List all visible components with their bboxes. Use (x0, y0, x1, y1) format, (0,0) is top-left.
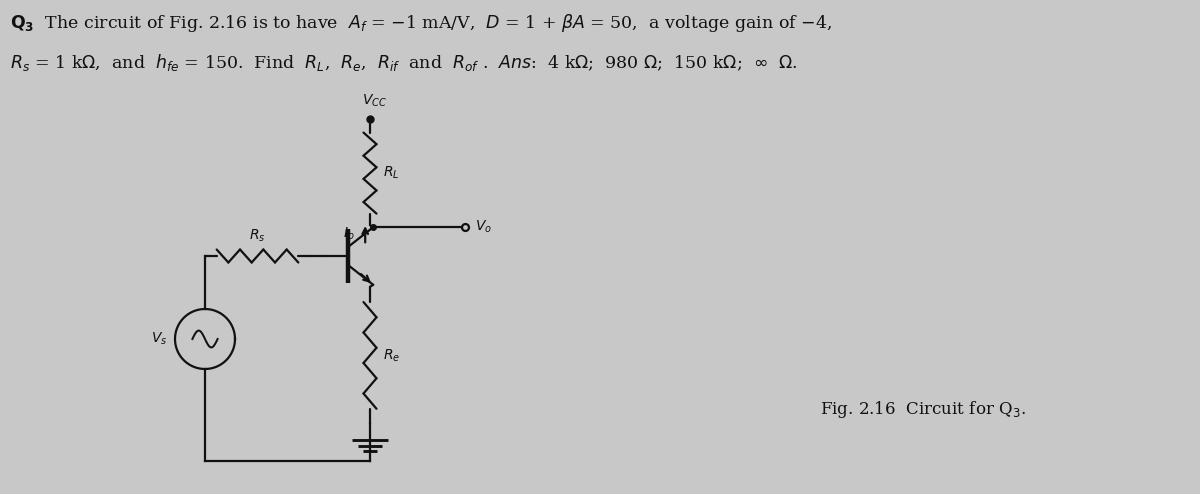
Text: $I_o$: $I_o$ (342, 226, 354, 243)
Text: $V_s$: $V_s$ (151, 331, 167, 347)
Text: $V_o$: $V_o$ (475, 219, 492, 236)
Text: $\bf{Q_3}$  The circuit of Fig. 2.16 is to have  $A_f$ = $-$1 mA/V,  $D$ = 1 + $: $\bf{Q_3}$ The circuit of Fig. 2.16 is t… (10, 12, 832, 34)
Text: $R_s$: $R_s$ (250, 228, 265, 244)
Text: $R_s$ = 1 k$\Omega$,  and  $h_{fe}$ = 150.  Find  $R_L$,  $R_e$,  $R_{if}$  and : $R_s$ = 1 k$\Omega$, and $h_{fe}$ = 150.… (10, 52, 798, 73)
Text: $R_e$: $R_e$ (383, 347, 401, 364)
Text: $V_{CC}$: $V_{CC}$ (362, 92, 388, 109)
Text: $R_L$: $R_L$ (383, 165, 400, 181)
Text: Fig. 2.16  Circuit for Q$_3$.: Fig. 2.16 Circuit for Q$_3$. (820, 399, 1026, 419)
